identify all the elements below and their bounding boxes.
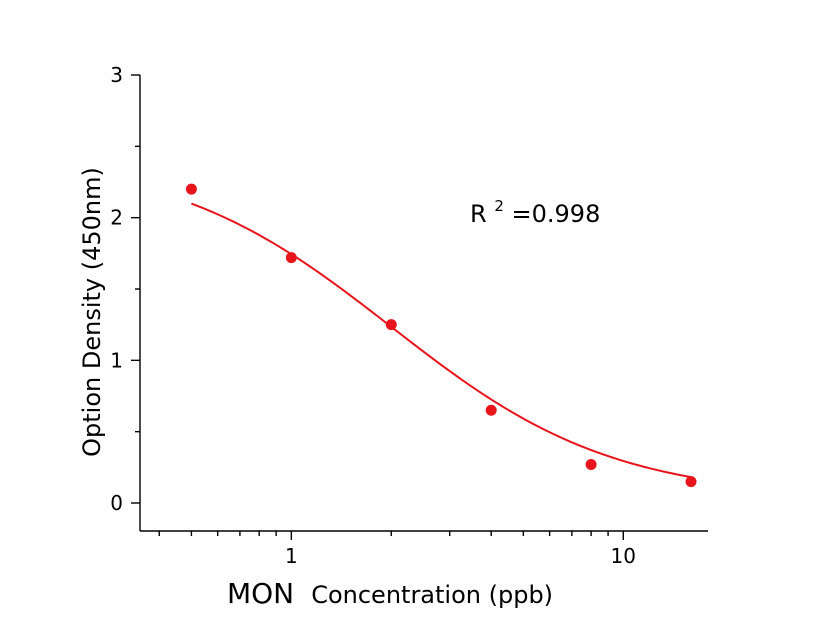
r-squared-superscript: 2 — [494, 197, 504, 215]
data-point — [185, 183, 197, 195]
data-point — [385, 319, 397, 331]
y-tick-label: 0 — [110, 491, 123, 515]
r-squared-annotation: R 2 =0.998 — [470, 189, 600, 228]
x-axis-title-prefix: MON — [227, 577, 294, 610]
x-axis-title: MON Concentration (ppb) — [227, 577, 553, 610]
data-point — [685, 476, 697, 488]
x-axis-title-main: Concentration (ppb) — [311, 581, 553, 609]
data-point — [485, 404, 497, 416]
y-axis-title: Option Density (450nm) — [78, 167, 106, 457]
x-tick-label: 1 — [285, 544, 298, 568]
fit-curve — [191, 202, 692, 479]
axis-ticks: 0 1 2 3 1 10 — [110, 63, 636, 568]
y-tick-label: 2 — [110, 206, 123, 230]
data-point — [585, 458, 597, 470]
axes — [139, 75, 708, 532]
r-squared-value: =0.998 — [512, 200, 601, 228]
data-point — [285, 252, 297, 264]
data-points — [185, 183, 697, 488]
x-tick-label: 10 — [611, 544, 636, 568]
r-squared-base: R — [470, 200, 487, 228]
y-tick-label: 3 — [110, 63, 123, 87]
y-tick-label: 1 — [110, 348, 123, 372]
